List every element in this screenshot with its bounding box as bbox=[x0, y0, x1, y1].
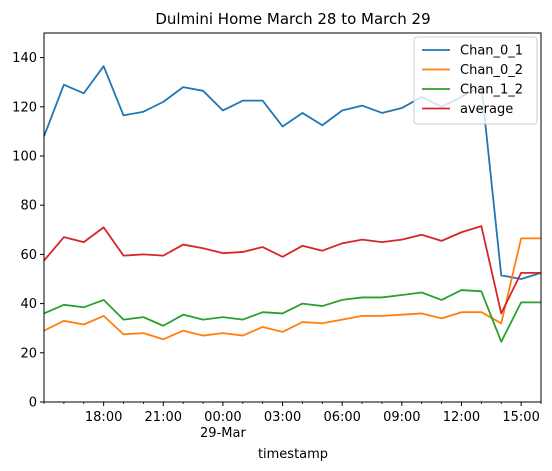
legend-label: Chan_0_2 bbox=[460, 63, 523, 78]
chart-title: Dulmini Home March 28 to March 29 bbox=[155, 10, 430, 28]
series-line-chan-0-2 bbox=[43, 237, 541, 341]
y-tick-label: 100 bbox=[12, 150, 37, 165]
legend-label: Chan_1_2 bbox=[460, 83, 523, 98]
x-tick-label: 06:00 bbox=[323, 410, 360, 425]
y-tick-label: 60 bbox=[20, 248, 37, 263]
legend-label: average bbox=[460, 102, 513, 117]
plot-frame bbox=[43, 32, 542, 403]
y-tick-label: 20 bbox=[20, 346, 37, 361]
series-line-average bbox=[43, 225, 541, 315]
y-tick-label: 140 bbox=[12, 51, 37, 66]
x-tick-label: 18:00 bbox=[85, 410, 122, 425]
x-tick-label: 00:00 bbox=[204, 410, 241, 425]
x-tick-label: 09:00 bbox=[383, 410, 420, 425]
x-tick-label: 15:00 bbox=[502, 410, 539, 425]
x-tick-sublabel: 29-Mar bbox=[200, 426, 246, 441]
y-tick-label: 120 bbox=[12, 100, 37, 115]
x-axis-title: timestamp bbox=[258, 447, 328, 462]
x-tick-label: 12:00 bbox=[443, 410, 480, 425]
y-axis: 0 20 40 60 80 100 120 140 bbox=[12, 51, 44, 411]
y-tick-label: 0 bbox=[29, 396, 37, 411]
x-tick-label: 03:00 bbox=[264, 410, 301, 425]
legend-box bbox=[413, 36, 538, 125]
series-line-chan-1-2 bbox=[43, 289, 541, 343]
legend-label: Chan_0_1 bbox=[460, 44, 523, 59]
x-tick-label: 21:00 bbox=[145, 410, 182, 425]
y-tick-label: 80 bbox=[20, 199, 37, 214]
y-tick-label: 40 bbox=[20, 297, 37, 312]
